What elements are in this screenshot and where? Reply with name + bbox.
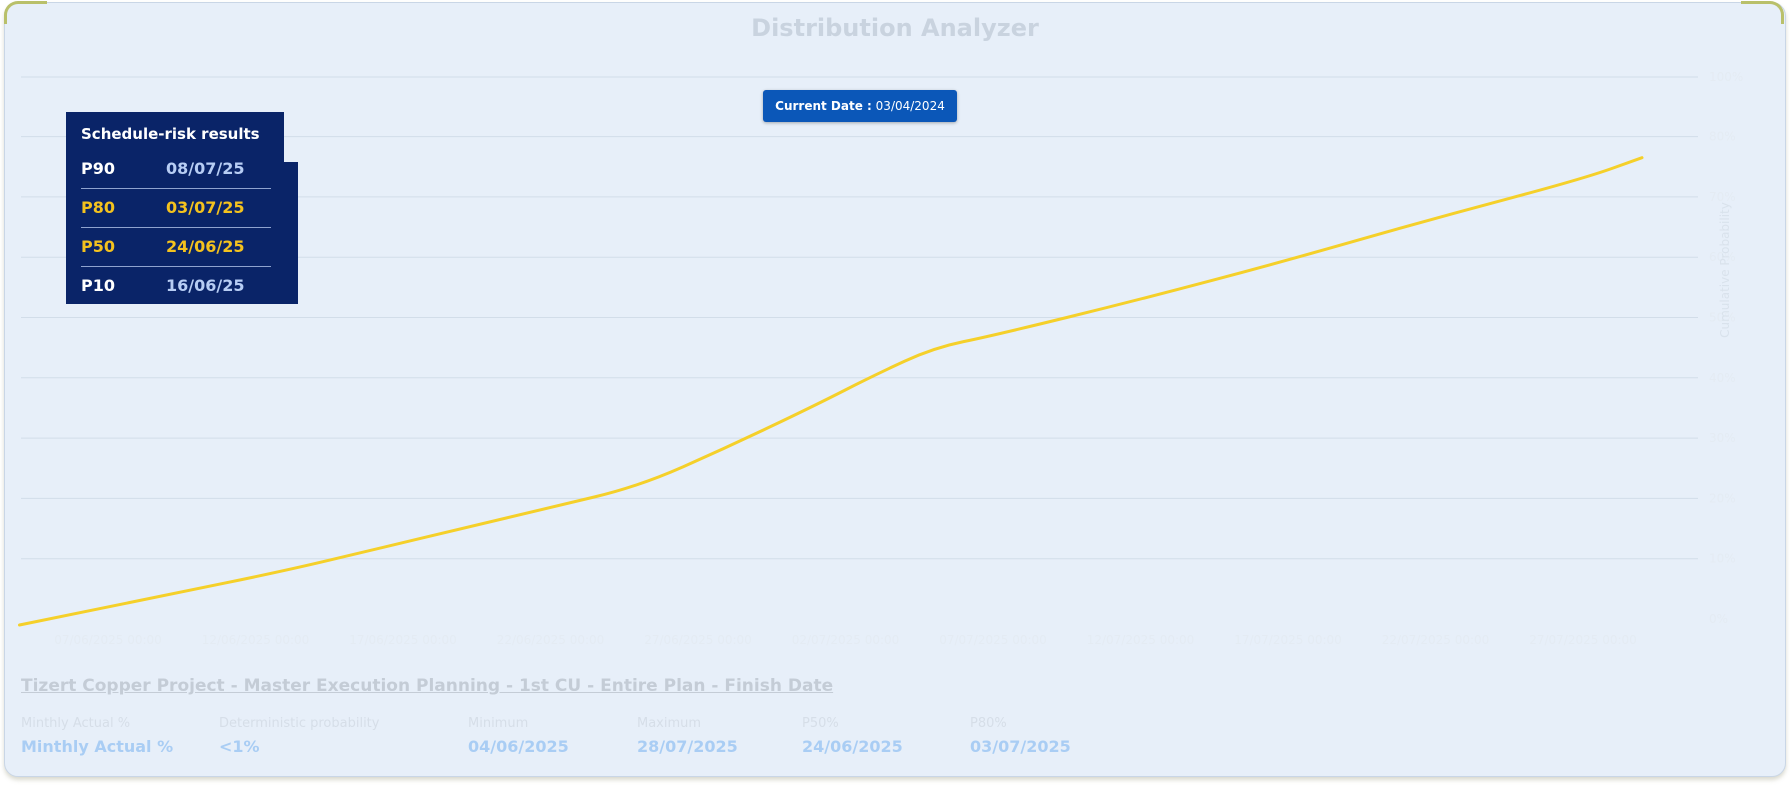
y-tick-label: 0% [1709,612,1728,626]
y-tick-label: 80% [1709,130,1736,144]
risk-row-p10: P10 16/06/25 [81,267,271,304]
risk-card-title: Schedule-risk results [81,125,260,143]
x-tick-label: 27/06/2025 00:00 [644,633,752,647]
risk-value: 03/07/25 [166,198,245,217]
y-tick-label: 70% [1709,190,1736,204]
risk-value: 08/07/25 [166,159,245,178]
y-tick-label: 60% [1709,250,1736,264]
stat-label: P50% [802,716,839,731]
y-axis-title: Cumulative Probability [1718,202,1732,338]
risk-value: 16/06/25 [166,276,245,295]
x-tick-label: 07/07/2025 00:00 [939,633,1047,647]
risk-row-p80: P80 03/07/25 [81,189,271,228]
page-title: Distribution Analyzer [751,14,1039,42]
stat-value: <1% [219,737,260,756]
x-tick-label: 12/06/2025 00:00 [202,633,310,647]
risk-key: P90 [81,159,115,178]
risk-row-p90: P90 08/07/25 [81,150,271,189]
risk-key: P80 [81,198,115,217]
stat-label: P80% [970,716,1007,731]
stat-p80: P80% 03/07/2025 [970,716,1071,756]
stat-label: Minthly Actual % [21,716,131,731]
stat-monthly-actual: Minthly Actual % Minthly Actual % [21,716,173,756]
stat-label: Maximum [637,716,702,731]
y-tick-label: 100% [1709,70,1743,84]
x-tick-label: 02/07/2025 00:00 [792,633,900,647]
y-tick-label: 10% [1709,552,1736,566]
stat-label: Minimum [468,716,529,731]
stat-value: Minthly Actual % [21,737,174,756]
stat-value: 03/07/2025 [970,737,1071,756]
y-tick-label: 40% [1709,371,1736,385]
stat-value: 24/06/2025 [802,737,903,756]
current-date-label: Current Date : [775,99,872,113]
panel-corner-left [4,1,47,24]
stat-label: Deterministic probability [219,716,380,731]
current-date-value: 03/04/2024 [875,99,945,113]
stat-value: 28/07/2025 [637,737,738,756]
x-tick-label: 22/07/2025 00:00 [1382,633,1490,647]
x-tick-label: 22/06/2025 00:00 [497,633,605,647]
x-tick-label: 12/07/2025 00:00 [1087,633,1195,647]
current-date-badge[interactable]: Current Date : 03/04/2024 [763,90,957,122]
panel-corner-right [1741,1,1784,24]
plan-link[interactable]: Tizert Copper Project - Master Execution… [21,676,834,696]
risk-key: P10 [81,276,115,295]
chart-panel [4,2,1786,777]
stat-deterministic-probability: Deterministic probability <1% [219,716,379,756]
schedule-risk-card: Schedule-risk results P90 08/07/25 P80 0… [66,112,298,304]
risk-key: P50 [81,237,115,256]
x-tick-label: 17/06/2025 00:00 [349,633,457,647]
stat-p50: P50% 24/06/2025 [802,716,903,756]
x-tick-label: 17/07/2025 00:00 [1234,633,1342,647]
x-tick-label: 07/06/2025 00:00 [54,633,162,647]
y-tick-label: 30% [1709,431,1736,445]
series-line [18,156,1644,627]
y-tick-label: 20% [1709,491,1736,505]
stat-value: 04/06/2025 [468,737,569,756]
stat-maximum: Maximum 28/07/2025 [637,716,738,756]
risk-row-p50: P50 24/06/25 [81,228,271,267]
risk-value: 24/06/25 [166,237,245,256]
stat-minimum: Minimum 04/06/2025 [468,716,569,756]
x-tick-label: 27/07/2025 00:00 [1529,633,1637,647]
y-tick-label: 50% [1709,311,1736,325]
